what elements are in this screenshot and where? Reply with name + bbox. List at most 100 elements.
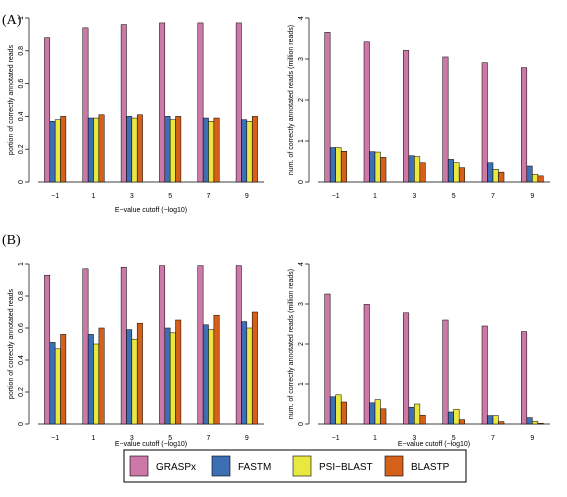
chart-3: 0 0.2 0.4 0.6 0.8 1 portion of correctly annot… — [8, 262, 264, 448]
bar-psiblast-4 — [169, 119, 176, 183]
bar-fastm-2 — [87, 117, 94, 183]
bar-blastp-3 — [136, 114, 143, 183]
bar-blastp-1 — [60, 116, 67, 183]
bar-graspx-3 — [403, 312, 410, 425]
y-tick-label: 0.8 — [18, 291, 25, 301]
bar-fastm-1 — [329, 396, 336, 425]
y-axis-title: num. of correctly annotated reads (milli… — [288, 25, 295, 175]
bar-psiblast-3 — [131, 338, 138, 425]
bar-psiblast-6 — [532, 420, 539, 425]
bar-blastp-5 — [213, 314, 220, 425]
bar-graspx-4 — [442, 56, 449, 183]
bar-graspx-2 — [82, 27, 89, 183]
x-tick-label: 7 — [207, 435, 211, 442]
chart-1: 0 0.2 0.4 0.6 0.8 1 portion of correctly annot… — [8, 16, 264, 214]
bar-graspx-4 — [159, 265, 166, 425]
bar-fastm-3 — [408, 155, 415, 183]
x-tick-label: 7 — [491, 193, 495, 200]
bar-fastm-5 — [202, 117, 209, 183]
y-tick-label: 4 — [298, 16, 305, 20]
y-tick-label: 0 — [298, 180, 305, 184]
bar-psiblast-6 — [246, 327, 253, 425]
bar-psiblast-6 — [246, 121, 253, 183]
bar-fastm-2 — [369, 402, 376, 425]
y-tick-label: 0 — [18, 422, 25, 426]
legend-label-psi-blast: PSI−BLAST — [319, 462, 373, 473]
bar-graspx-6 — [235, 22, 242, 183]
bar-blastp-4 — [458, 419, 465, 425]
bar-graspx-6 — [521, 331, 528, 425]
chart-2: 0 1 2 3 4 num. of correctly annotated reads (… — [288, 16, 550, 200]
bar-graspx-4 — [442, 319, 449, 425]
bar-psiblast-4 — [453, 408, 460, 425]
legend-swatch-fastm — [211, 455, 231, 477]
y-tick-label: 4 — [298, 262, 305, 266]
bar-blastp-2 — [98, 114, 105, 183]
bar-blastp-1 — [340, 151, 347, 183]
bar-psiblast-6 — [532, 173, 539, 183]
bar-blastp-1 — [340, 401, 347, 425]
bar-graspx-3 — [120, 24, 127, 183]
bar-psiblast-3 — [131, 117, 138, 183]
y-tick-label: 1 — [298, 139, 305, 143]
y-axis-title: portion of correctly annotated reads — [8, 288, 15, 399]
x-tick-label: 1 — [92, 193, 96, 200]
x-tick-label: 3 — [412, 193, 416, 200]
bar-blastp-6 — [251, 311, 258, 425]
bar-graspx-2 — [363, 41, 370, 183]
bar-blastp-2 — [98, 327, 105, 425]
x-tick-label: 5 — [168, 193, 172, 200]
x-tick-label: 9 — [245, 435, 249, 442]
x-tick-label: 7 — [491, 435, 495, 442]
bar-blastp-3 — [136, 322, 143, 425]
y-tick-label: 0.8 — [18, 46, 25, 56]
x-tick-label: −1 — [51, 435, 59, 442]
y-tick-label: 2 — [298, 342, 305, 346]
bar-blastp-4 — [175, 116, 182, 183]
bar-psiblast-5 — [208, 329, 215, 425]
x-tick-label: 1 — [373, 435, 377, 442]
legend-swatch-psi-blast — [292, 455, 312, 477]
bar-fastm-4 — [447, 159, 454, 183]
bar-fastm-1 — [329, 147, 336, 183]
bar-fastm-5 — [487, 415, 494, 425]
bar-fastm-1 — [49, 342, 56, 425]
bar-psiblast-5 — [492, 415, 499, 425]
x-tick-label: 1 — [92, 435, 96, 442]
bar-psiblast-2 — [93, 117, 100, 183]
y-tick-label: 0 — [18, 180, 25, 184]
bar-psiblast-5 — [208, 121, 215, 183]
y-axis-title: num. of correctly annotated reads (milli… — [288, 269, 295, 419]
x-tick-label: 9 — [530, 435, 534, 442]
bar-graspx-1 — [324, 293, 331, 425]
bar-fastm-6 — [241, 321, 248, 425]
bar-psiblast-1 — [335, 147, 342, 183]
bar-psiblast-3 — [414, 156, 421, 183]
x-tick-label: 1 — [373, 193, 377, 200]
legend-label-fastm: FASTM — [238, 462, 271, 473]
bar-fastm-5 — [202, 324, 209, 425]
bar-graspx-5 — [197, 22, 204, 183]
y-tick-label: 3 — [298, 57, 305, 61]
bar-blastp-5 — [498, 171, 505, 183]
y-tick-label: 0.4 — [18, 355, 25, 365]
bar-blastp-2 — [380, 408, 387, 425]
y-axis-title: portion of correctly annotated reads — [8, 44, 15, 155]
y-tick-label: 2 — [298, 98, 305, 102]
bar-psiblast-2 — [93, 343, 100, 425]
bar-fastm-5 — [487, 162, 494, 183]
bar-fastm-6 — [526, 417, 533, 425]
bar-fastm-2 — [369, 151, 376, 183]
y-tick-label: 0.2 — [18, 387, 25, 397]
bar-graspx-1 — [324, 32, 331, 183]
y-tick-label: 3 — [298, 302, 305, 306]
x-tick-label: 3 — [130, 435, 134, 442]
y-tick-label: 1 — [18, 16, 25, 20]
charts-area: 0 0.2 0.4 0.6 0.8 1 portion of correctly annot… — [8, 16, 550, 448]
legend-label-blastp: BLASTP — [411, 462, 450, 473]
bar-psiblast-5 — [492, 169, 499, 183]
bar-graspx-5 — [197, 265, 204, 425]
bar-blastp-6 — [251, 116, 258, 183]
bar-graspx-5 — [481, 325, 488, 425]
